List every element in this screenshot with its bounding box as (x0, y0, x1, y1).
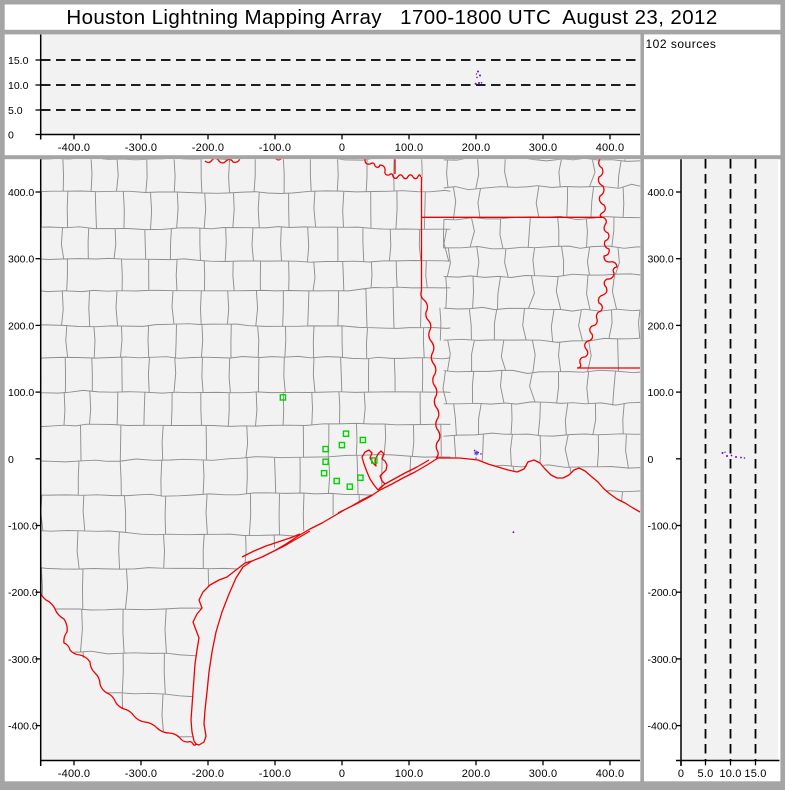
svg-text:300.0: 300.0 (8, 254, 34, 266)
svg-text:-300.0: -300.0 (8, 654, 38, 666)
svg-text:200.0: 200.0 (648, 320, 674, 332)
svg-text:400.0: 400.0 (648, 187, 674, 199)
svg-text:-200.0: -200.0 (192, 142, 224, 154)
svg-text:5.0: 5.0 (698, 768, 714, 780)
svg-text:5.0: 5.0 (8, 105, 23, 117)
svg-text:-200.0: -200.0 (8, 587, 38, 599)
svg-text:300.0: 300.0 (648, 254, 674, 266)
svg-text:0: 0 (339, 142, 345, 154)
svg-text:10.0: 10.0 (719, 768, 741, 780)
svg-text:200.0: 200.0 (462, 142, 491, 154)
svg-text:15.0: 15.0 (8, 55, 29, 67)
svg-text:-300.0: -300.0 (125, 768, 157, 780)
svg-text:200.0: 200.0 (462, 768, 491, 780)
svg-text:-400.0: -400.0 (648, 721, 678, 733)
svg-text:-300.0: -300.0 (648, 654, 678, 666)
svg-text:-100.0: -100.0 (8, 521, 38, 533)
svg-text:100.0: 100.0 (648, 387, 674, 399)
svg-text:-400.0: -400.0 (58, 768, 90, 780)
svg-text:-200.0: -200.0 (192, 768, 224, 780)
svg-text:-400.0: -400.0 (58, 142, 90, 154)
svg-text:0: 0 (339, 768, 345, 780)
svg-text:102 sources: 102 sources (646, 37, 717, 51)
svg-text:300.0: 300.0 (529, 768, 558, 780)
svg-text:-300.0: -300.0 (125, 142, 157, 154)
svg-text:300.0: 300.0 (529, 142, 558, 154)
svg-text:100.0: 100.0 (395, 768, 424, 780)
svg-text:100.0: 100.0 (395, 142, 424, 154)
svg-text:-100.0: -100.0 (648, 521, 678, 533)
svg-text:10.0: 10.0 (8, 80, 29, 92)
svg-text:-100.0: -100.0 (259, 768, 291, 780)
svg-text:0: 0 (8, 454, 14, 466)
svg-text:0: 0 (8, 130, 14, 142)
svg-text:15.0: 15.0 (744, 768, 766, 780)
svg-text:100.0: 100.0 (8, 387, 34, 399)
svg-text:0: 0 (678, 768, 684, 780)
svg-text:200.0: 200.0 (8, 320, 34, 332)
svg-text:-200.0: -200.0 (648, 587, 678, 599)
svg-text:-400.0: -400.0 (8, 721, 38, 733)
svg-text:0: 0 (648, 454, 654, 466)
svg-text:400.0: 400.0 (8, 187, 34, 199)
svg-text:-100.0: -100.0 (259, 142, 291, 154)
svg-text:400.0: 400.0 (596, 768, 625, 780)
svg-text:400.0: 400.0 (596, 142, 625, 154)
svg-text:Houston Lightning Mapping Arra: Houston Lightning Mapping Array 1700-180… (66, 6, 717, 29)
